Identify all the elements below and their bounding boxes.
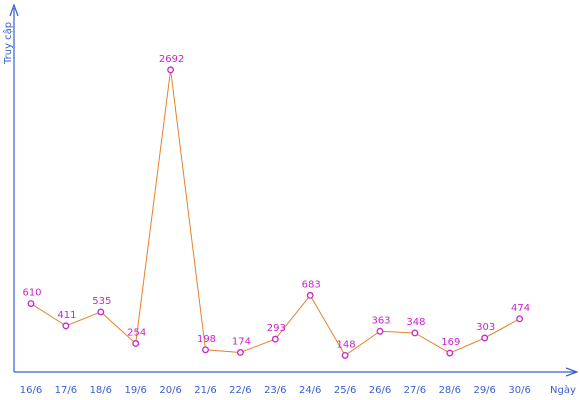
- data-label: 169: [441, 337, 460, 348]
- data-label: 148: [337, 339, 356, 350]
- x-tick-label: 21/6: [194, 385, 216, 396]
- data-point: [27, 300, 35, 307]
- data-label: 683: [302, 279, 321, 290]
- data-label: 174: [232, 336, 251, 347]
- x-tick-label: 26/6: [369, 385, 391, 396]
- x-tick-label: 23/6: [264, 385, 286, 396]
- data-label: 610: [22, 288, 41, 299]
- data-point: [446, 349, 454, 357]
- data-point: [132, 340, 140, 347]
- markers: [27, 66, 524, 359]
- x-axis-title: Ngày: [550, 384, 576, 396]
- data-label: 198: [197, 334, 216, 345]
- y-axis-title: Truy cập: [2, 22, 14, 65]
- x-tick-label: 24/6: [299, 385, 321, 396]
- data-label: 348: [406, 317, 425, 328]
- x-tick-label: 19/6: [124, 385, 146, 396]
- axes: [9, 3, 579, 377]
- data-point: [167, 66, 175, 74]
- data-point: [271, 335, 279, 343]
- data-label: 474: [511, 303, 530, 314]
- data-point: [516, 315, 524, 323]
- x-tick-labels: 16/6 17/6 18/6 19/6 20/6 21/6 22/6 23/6 24/6 25/6…: [20, 385, 531, 396]
- data-label: 363: [371, 315, 390, 326]
- data-labels: 610 411 535 254 2692 198 174 293 683 148 363 348 169…: [22, 54, 530, 351]
- data-label: 293: [267, 323, 286, 334]
- data-label: 411: [57, 310, 76, 321]
- x-tick-label: 27/6: [404, 385, 426, 396]
- x-tick-label: 25/6: [334, 385, 356, 396]
- data-label: 535: [92, 296, 111, 307]
- y-axis-arrow: [9, 3, 19, 17]
- x-axis-arrow: [565, 367, 579, 377]
- data-point: [411, 329, 419, 337]
- data-label: 254: [127, 327, 146, 338]
- data-point: [376, 327, 384, 335]
- data-label: 303: [476, 322, 495, 333]
- x-tick-label: 16/6: [20, 385, 42, 396]
- x-tick-label: 29/6: [473, 385, 495, 396]
- data-point: [62, 322, 70, 330]
- x-tick-label: 18/6: [90, 385, 112, 396]
- x-tick-label: 22/6: [229, 385, 251, 396]
- data-point: [341, 351, 349, 359]
- x-tick-label: 28/6: [439, 385, 461, 396]
- data-point: [236, 349, 244, 356]
- series-line: [30, 69, 520, 357]
- data-point: [202, 346, 209, 354]
- data-point: [306, 291, 314, 299]
- data-point: [481, 334, 489, 342]
- data-point: [97, 308, 105, 316]
- x-tick-label: 17/6: [55, 385, 77, 396]
- x-tick-label: 20/6: [159, 385, 181, 396]
- x-tick-label: 30/6: [508, 385, 530, 396]
- data-label: 2692: [159, 54, 184, 65]
